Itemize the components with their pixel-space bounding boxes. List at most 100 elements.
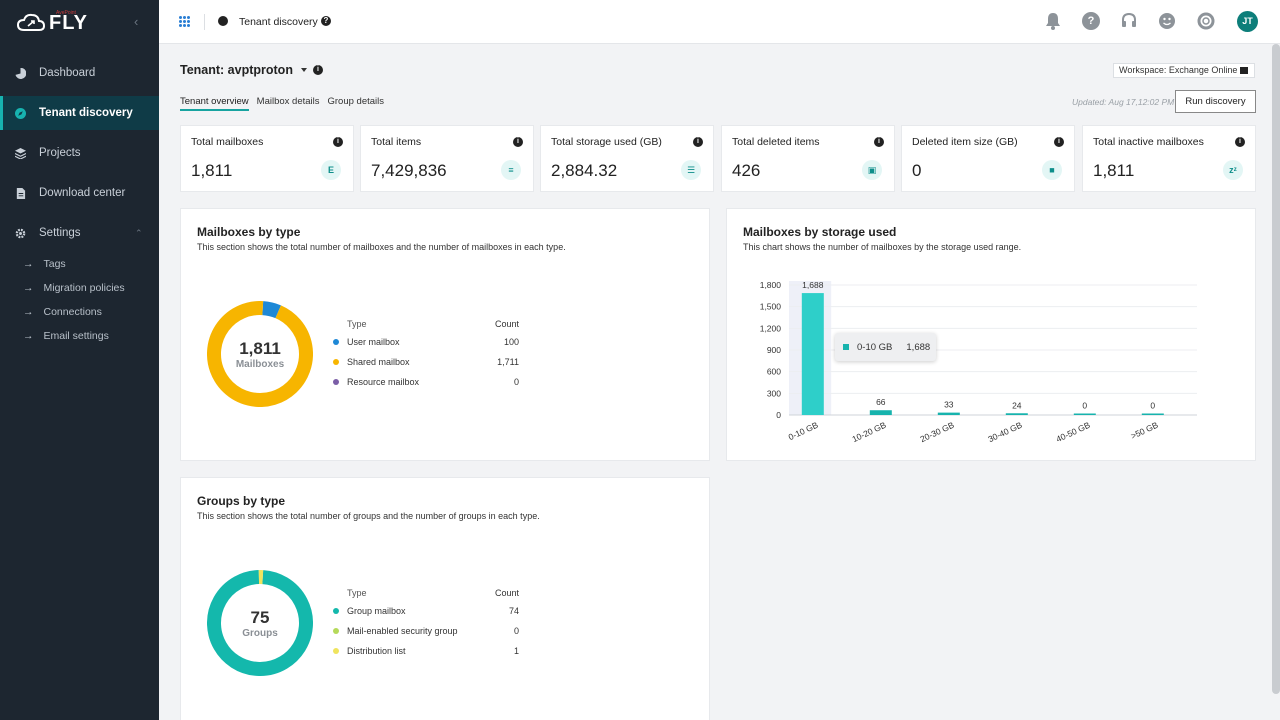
sub-item-tags[interactable]: → Tags [23,258,66,270]
edit-icon[interactable] [1240,67,1248,74]
stat-card: Total storage used (GB) i 2,884.32 ☰ [540,125,714,192]
question-icon[interactable]: ? [1082,12,1100,30]
bell-icon[interactable] [1045,12,1061,30]
smiley-icon[interactable] [1158,12,1176,30]
stat-card: Deleted item size (GB) i 0 ■ [901,125,1075,192]
nav-download-center[interactable]: Download center [0,176,159,210]
headset-icon[interactable] [1120,12,1138,30]
panel-title: Mailboxes by storage used [743,225,897,239]
info-icon[interactable]: i [693,137,703,147]
legend-dot [333,379,339,385]
legend-count: 1,711 [497,357,519,367]
sub-item-label: Email settings [43,330,109,342]
arrow-right-icon: → [23,330,34,342]
pie-chart-icon [15,67,26,79]
stat-card: Total mailboxes i 1,811 E [180,125,354,192]
tab-bar: Tenant overview Mailbox details Group de… [180,96,384,111]
mailbox-donut-chart [207,301,313,407]
tenant-selector[interactable]: Tenant: avptproton i [180,63,323,77]
legend-dot [333,608,339,614]
nav-dashboard[interactable]: Dashboard [0,56,159,90]
panel-title: Groups by type [197,494,286,508]
x-tick-label: >50 GB [1129,420,1160,441]
nav-projects-label: Projects [39,147,81,159]
donut-label: Groups [242,628,278,639]
sub-item-email-settings[interactable]: → Email settings [23,330,109,342]
collapse-sidebar-icon[interactable]: ‹ [134,14,139,29]
tab-tenant-overview[interactable]: Tenant overview [180,96,249,111]
bar[interactable] [1141,413,1164,416]
stat-label: Total storage used (GB) [551,136,662,148]
donut-slice-1[interactable] [207,301,313,407]
donut-slice-0[interactable] [262,301,281,319]
info-icon[interactable]: i [333,137,343,147]
info-icon[interactable]: i [1235,137,1245,147]
legend-type: Distribution list [347,646,406,656]
compass-icon [218,16,228,26]
tab-mailbox-details[interactable]: Mailbox details [256,96,320,107]
legend-type: Resource mailbox [347,377,420,387]
bar-value-label: 33 [944,400,954,410]
compass-icon [15,107,26,119]
arrow-right-icon: → [23,258,34,270]
donut-slice-0[interactable] [207,570,313,676]
stat-card: Total inactive mailboxes i 1,811 zᶻ [1082,125,1256,192]
panel-subtitle: This section shows the total number of m… [197,242,566,252]
info-icon[interactable]: i [513,137,523,147]
workspace-selector[interactable]: Workspace: Exchange Online [1113,63,1255,78]
legend-item: Group mailbox [333,606,406,616]
stat-value: 7,429,836 [371,161,447,180]
bar[interactable] [1005,413,1028,415]
nav-projects[interactable]: Projects [0,136,159,170]
tab-group-details[interactable]: Group details [327,96,385,107]
legend-dot [333,339,339,345]
nav-settings-label: Settings [39,227,81,239]
mailboxes-by-storage-panel: Mailboxes by storage used This chart sho… [726,208,1256,461]
bar[interactable] [1073,413,1096,416]
stat-label: Total inactive mailboxes [1093,136,1204,148]
panel-subtitle: This chart shows the number of mailboxes… [743,242,1022,252]
bar[interactable] [801,293,824,415]
gear-icon [15,228,26,238]
support-icon[interactable] [1197,12,1215,30]
panel-subtitle: This section shows the total number of g… [197,511,540,521]
sub-item-connections[interactable]: → Connections [23,306,102,318]
nav-settings[interactable]: Settings [0,216,159,250]
sub-item-migration-policies[interactable]: → Migration policies [23,282,125,294]
bar[interactable] [937,412,960,415]
updated-timestamp: Updated: Aug 17,12:02 PM [1072,97,1175,107]
x-tick-label: 40-50 GB [1054,420,1091,445]
sub-item-label: Connections [43,306,102,318]
run-discovery-button[interactable]: Run discovery [1175,90,1256,113]
cloud-logo-icon [16,13,46,31]
legend-count: 1 [513,646,519,656]
stat-value: 1,811 [191,161,233,180]
info-icon[interactable]: i [1054,137,1064,147]
legend-type: Group mailbox [347,606,406,616]
legend-item: Resource mailbox [333,377,419,387]
y-tick-label: 0 [776,410,781,420]
legend-type: Shared mailbox [347,357,410,367]
info-icon[interactable]: i [312,65,323,75]
chevron-up-icon[interactable]: ⌃ [135,228,143,238]
help-icon[interactable]: ? [321,16,331,26]
app-launcher-icon[interactable] [179,16,190,27]
avatar[interactable]: JT [1237,11,1258,32]
legend-type-header: Type [347,588,367,598]
sub-item-label: Migration policies [43,282,125,294]
y-tick-label: 1,500 [760,302,782,312]
x-tick-label: 0-10 GB [787,420,820,443]
nav-tenant-discovery[interactable]: Tenant discovery [0,96,159,130]
nav-dashboard-label: Dashboard [39,67,96,79]
donut-center: 1,811 Mailboxes [220,339,300,370]
y-tick-label: 300 [767,388,781,398]
bar[interactable] [869,410,892,415]
tooltip-value: 1,688 [906,341,931,353]
storage-bar-chart: 0 300 600 900 1,200 1,500 1,800 1,688 0-10 GB 66 1… [760,280,1197,445]
legend-count: 0 [513,626,519,636]
legend-count: 74 [508,606,519,616]
scrollbar[interactable] [1272,44,1280,694]
chevron-down-icon[interactable] [300,68,307,72]
info-icon[interactable]: i [874,137,884,147]
donut-label: Mailboxes [235,359,285,370]
